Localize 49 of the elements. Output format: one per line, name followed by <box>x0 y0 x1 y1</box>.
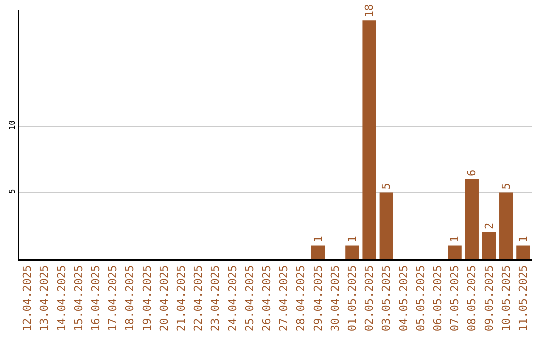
x-tick-label: 29.04.2025 <box>312 265 325 332</box>
x-tick-label: 18.04.2025 <box>124 265 137 332</box>
data-label: 5 <box>380 183 394 190</box>
x-tick-label: 27.04.2025 <box>278 265 291 332</box>
bar <box>465 180 479 259</box>
data-label: 2 <box>482 222 496 230</box>
x-tick-label: 13.04.2025 <box>38 265 52 332</box>
x-tick-label: 21.04.2025 <box>175 265 188 332</box>
x-tick-label: 11.05.2025 <box>517 265 530 332</box>
x-tick-label: 04.05.2025 <box>397 265 410 332</box>
x-tick-label: 30.04.2025 <box>328 265 342 332</box>
data-label: 5 <box>500 183 513 190</box>
x-tick-label: 19.04.2025 <box>140 265 154 332</box>
x-tick-label: 22.04.2025 <box>192 265 206 332</box>
y-tick-label: 10 <box>8 120 17 130</box>
x-tick-label: 15.04.2025 <box>72 265 86 332</box>
x-tick-label: 16.04.2025 <box>90 265 103 332</box>
data-label: 18 <box>363 4 376 18</box>
x-tick-label: 07.05.2025 <box>448 265 462 332</box>
x-tick-label: 20.04.2025 <box>158 265 171 332</box>
data-label: 1 <box>346 236 359 243</box>
x-tick-label: 05.05.2025 <box>414 265 428 332</box>
data-label: 1 <box>448 236 462 243</box>
bar <box>362 20 376 259</box>
x-tick-label: 10.05.2025 <box>500 265 513 332</box>
x-tick-label: 06.05.2025 <box>432 265 445 332</box>
data-label: 1 <box>516 236 530 243</box>
data-label: 1 <box>312 236 325 243</box>
bar <box>346 246 360 259</box>
x-tick-label: 14.04.2025 <box>55 265 68 332</box>
x-tick-label: 02.05.2025 <box>363 265 376 332</box>
bar <box>482 232 496 259</box>
bar <box>380 192 394 259</box>
bar <box>516 246 530 259</box>
x-tick-label: 23.04.2025 <box>209 265 222 332</box>
x-tick-label: 12.04.2025 <box>21 265 34 332</box>
data-label: 6 <box>466 170 479 177</box>
x-tick-label: 01.05.2025 <box>346 265 360 332</box>
bar <box>311 246 326 259</box>
x-tick-label: 09.05.2025 <box>482 265 496 332</box>
x-tick-label: 17.04.2025 <box>106 265 120 332</box>
x-tick-label: 25.04.2025 <box>243 265 256 332</box>
x-tick-label: 03.05.2025 <box>380 265 394 332</box>
bar <box>500 192 514 259</box>
x-tick-label: 26.04.2025 <box>260 265 274 332</box>
x-tick-label: 24.04.2025 <box>226 265 240 332</box>
x-tick-label: 08.05.2025 <box>466 265 479 332</box>
bar <box>448 246 462 259</box>
x-tick-label: 28.04.2025 <box>294 265 308 332</box>
